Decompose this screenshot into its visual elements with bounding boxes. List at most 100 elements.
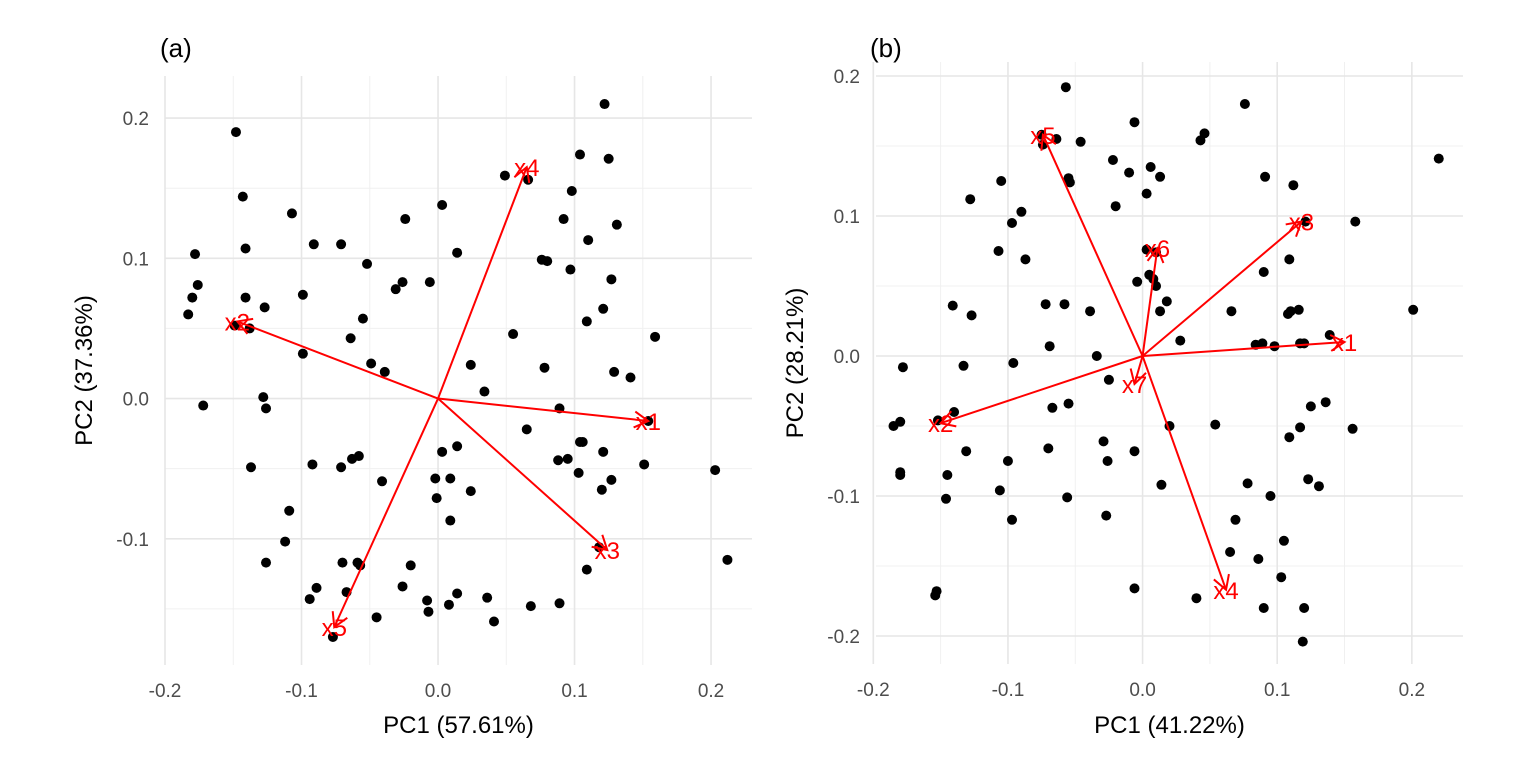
- scatter-point: [1020, 254, 1031, 265]
- scatter-point: [246, 462, 257, 473]
- scatter-point: [311, 582, 322, 593]
- y-tick-label: 0.1: [834, 207, 860, 228]
- scatter-point: [1258, 603, 1269, 613]
- scatter-point: [930, 590, 941, 601]
- scatter-point: [1242, 478, 1253, 489]
- scatter-point: [261, 403, 272, 414]
- scatter-point: [345, 333, 356, 344]
- scatter-point: [650, 331, 661, 342]
- x-tick-label: -0.1: [992, 680, 1025, 701]
- scatter-point: [1347, 423, 1358, 434]
- y-tick-label: 0.2: [834, 67, 860, 88]
- scatter-point: [192, 279, 203, 290]
- scatter-point: [1258, 267, 1269, 277]
- scatter-point: [1278, 535, 1289, 546]
- scatter-point: [1059, 299, 1070, 310]
- scatter-point: [240, 243, 251, 254]
- scatter-point: [1044, 341, 1055, 352]
- arrow-label: x2: [225, 309, 250, 336]
- scatter-point: [539, 362, 550, 373]
- loading-arrow-x2: x2: [225, 309, 439, 400]
- scatter-point: [1129, 446, 1140, 457]
- x-tick-label: -0.1: [285, 681, 318, 702]
- x-tick-label: 0.2: [698, 681, 724, 702]
- scatter-point: [1191, 593, 1202, 604]
- loading-arrow-x3: x3: [437, 397, 620, 565]
- x-tick-label: -0.2: [857, 680, 890, 701]
- x-tick-label: 0.0: [1129, 680, 1155, 701]
- arrow-label: x1: [1332, 330, 1357, 357]
- scatter-point: [1040, 299, 1051, 310]
- scatter-point: [336, 462, 347, 473]
- arrow-shaft: [1141, 248, 1159, 357]
- arrow-head: [1329, 334, 1347, 352]
- x-tick-label: 0.1: [561, 681, 587, 702]
- loading-arrow-x1: x1: [437, 397, 661, 436]
- arrow-shaft: [333, 398, 439, 628]
- scatter-point: [1156, 479, 1167, 490]
- scatter-point: [596, 484, 607, 495]
- arrow-shaft: [940, 355, 1143, 425]
- scatter-point: [240, 292, 251, 303]
- scatter-point: [895, 470, 906, 480]
- scatter-point: [1230, 514, 1241, 525]
- x-tick-label: 0.0: [425, 681, 451, 702]
- scatter-point: [308, 239, 319, 250]
- scatter-point: [1297, 636, 1308, 647]
- scatter-point: [1085, 306, 1096, 317]
- scatter-point: [230, 127, 241, 138]
- scatter-point: [430, 473, 441, 484]
- arrow-label: x3: [595, 538, 620, 565]
- scatter-point: [598, 303, 609, 314]
- loading-arrow-x2: x2: [928, 355, 1143, 438]
- scatter-point: [606, 274, 617, 285]
- scatter-point: [1226, 306, 1237, 317]
- scatter-point: [603, 153, 614, 164]
- scatter-point: [1295, 338, 1306, 349]
- scatter-point: [1276, 572, 1287, 583]
- scatter-point: [437, 446, 448, 457]
- scatter-point: [1284, 432, 1295, 443]
- scatter-point: [1132, 276, 1143, 287]
- scatter-point: [1300, 216, 1311, 227]
- scatter-point: [1047, 402, 1058, 413]
- scatter-point: [1320, 397, 1331, 408]
- arrow-label: x5: [1030, 123, 1055, 150]
- scatter-point: [573, 467, 584, 478]
- scatter-point: [452, 247, 463, 258]
- scatter-point: [1006, 514, 1017, 525]
- arrow-label: x5: [322, 615, 347, 642]
- scatter-point: [581, 316, 592, 327]
- scatter-point: [598, 446, 609, 457]
- arrow-shaft: [437, 397, 649, 422]
- scatter-point: [581, 564, 592, 575]
- scatter-point: [327, 631, 338, 642]
- y-axis-title: PC2 (37.36%): [71, 295, 98, 446]
- scatter-point: [482, 592, 493, 603]
- scatter-point: [379, 366, 390, 377]
- scatter-point: [431, 493, 442, 504]
- scatter-point: [1102, 456, 1113, 466]
- scatter-point: [1075, 136, 1086, 147]
- scatter-point: [259, 302, 270, 313]
- scatter-point: [577, 437, 588, 448]
- panel-b: -0.2 -0.1 0.0 0.1 0.2 -0.2 -0.1 0.0 0.1 0.2 (b) PC1…: [782, 33, 1463, 739]
- scatter-point: [1101, 510, 1112, 521]
- arrow-shaft: [1133, 355, 1144, 385]
- scatter-point: [1063, 398, 1074, 409]
- x-tick-label: -0.2: [149, 681, 182, 702]
- arrow-head: [1213, 573, 1230, 592]
- scatter-point: [1161, 296, 1172, 307]
- scatter-point: [1062, 492, 1073, 503]
- arrow-shaft: [1042, 134, 1144, 357]
- scatter-point: [1239, 99, 1250, 109]
- scatter-point: [941, 493, 952, 504]
- x-tick-label: 0.2: [1399, 680, 1425, 701]
- arrow-label: x4: [1213, 578, 1238, 605]
- scatter-point: [405, 560, 416, 571]
- scatter-point: [1060, 82, 1071, 93]
- scatter-point: [1324, 330, 1335, 340]
- y-tick-label: -0.1: [116, 530, 149, 551]
- scatter-point: [1175, 335, 1186, 346]
